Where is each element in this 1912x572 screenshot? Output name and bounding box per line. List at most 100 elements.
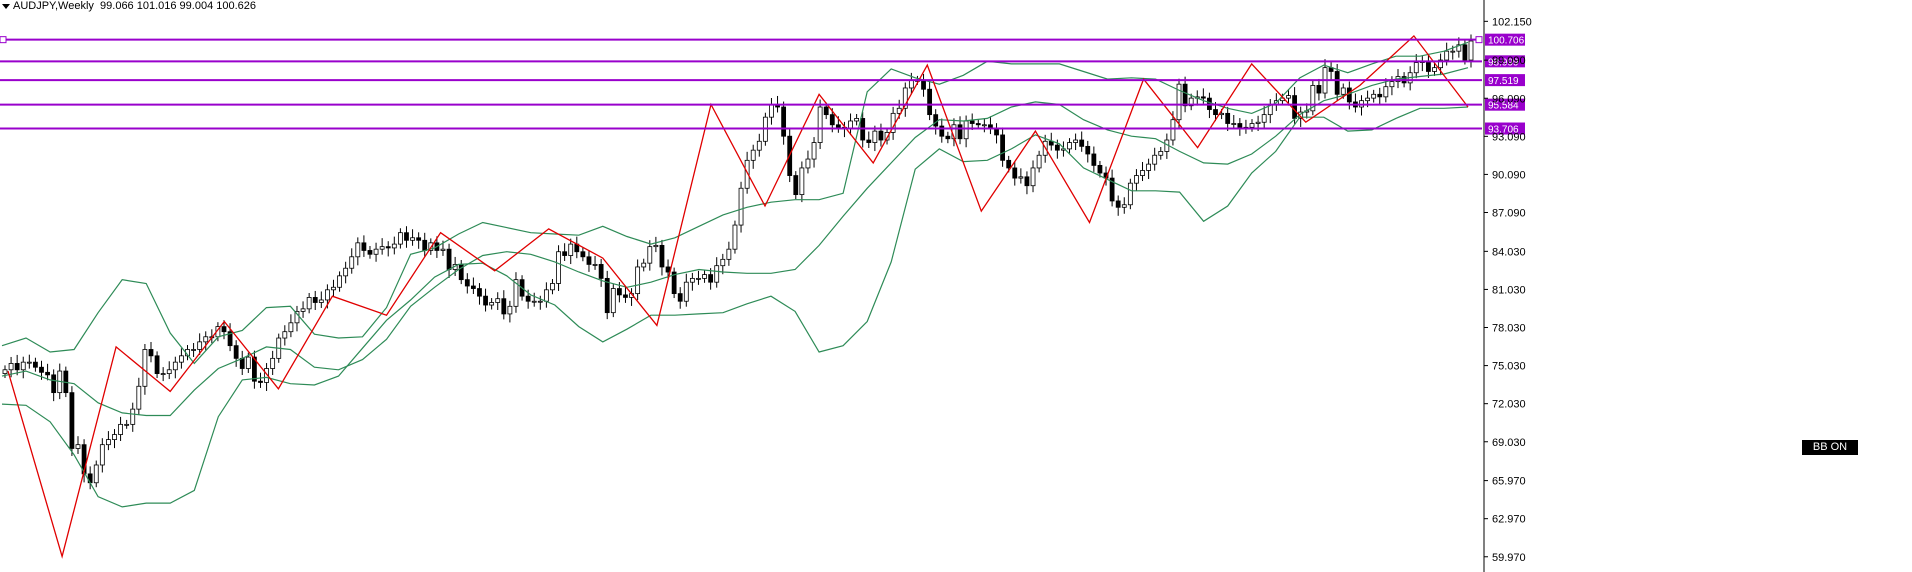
bb-status-badge[interactable]: BB ON [1802,440,1858,455]
candle-body [45,371,50,376]
candle-body [902,87,908,109]
candle-body [665,266,671,273]
level-handle[interactable] [1475,36,1483,44]
level-price-label: 95.584 [1488,101,1519,112]
candle-body [933,114,939,127]
candle-body [160,373,166,375]
candle-body [714,265,720,283]
candle-body [1000,134,1006,161]
candle-body [1377,93,1383,98]
candle-body [653,244,659,248]
candle-body [197,341,203,350]
candle-body [1468,40,1474,61]
candle-body [464,279,470,287]
bollinger-lower-band [1,106,1469,508]
candle-body [26,361,32,364]
candle-body [69,392,75,449]
candle-body [1389,81,1395,88]
candle-body [921,79,926,90]
candle-body [1286,95,1291,99]
candle-body [896,107,902,114]
level-price-tag [1485,98,1525,111]
candle-body [252,356,257,382]
candle-body [397,232,403,245]
candle-body [203,336,209,343]
level-price-tag [1485,55,1525,68]
candle-body [1024,176,1030,187]
axis-tick-label: 99.090 [1492,55,1526,67]
candle-body [288,322,294,333]
candle-body [957,124,963,140]
candle-body [136,385,142,410]
candle-body [598,264,604,279]
candle-body [592,264,598,266]
candle-body [1091,153,1097,166]
candle-body [142,349,148,387]
axis-tick-label: 84.030 [1492,246,1526,258]
candle-body [513,279,519,307]
candle-body [702,274,707,279]
candle-body [20,361,26,371]
candle-body [1365,97,1370,102]
candle-body [550,283,555,291]
candle-body [1249,123,1255,128]
candle-body [373,248,379,255]
candle-body [769,104,774,118]
candle-body [1085,145,1091,155]
candle-body [81,444,87,475]
candle-body [1316,85,1322,94]
candle-body [793,175,799,196]
candle-body [1030,167,1036,187]
candle-body [562,251,568,256]
axis-tick-label: 78.030 [1492,323,1526,335]
candle-body [805,158,811,169]
candle-body [635,266,641,295]
candle-body [616,288,622,296]
candle-body [227,331,233,347]
candle-body [1413,62,1419,74]
candle-body [1438,59,1443,69]
candle-body [981,124,987,127]
horizontal-levels[interactable]: 100.706 98.999 97.519 95.584 93.706 [0,33,1525,136]
candle-body [172,361,178,371]
level-price-label: 100.706 [1488,36,1525,47]
candle-body [33,361,38,368]
candle-body [1176,83,1182,121]
candle-body [367,250,373,255]
candle-body [1158,151,1164,156]
candle-body [1146,163,1152,171]
level-price-tag [1485,33,1525,46]
candle-body [1127,182,1133,206]
candle-body [93,464,99,484]
candle-body [799,167,805,196]
candle-body [1334,71,1340,95]
candle-body [1237,123,1243,128]
candle-body [300,308,306,312]
candle-body [829,114,835,126]
candle-body [312,297,318,303]
axis-tick-label: 75.030 [1492,361,1526,373]
candle-body [1462,44,1468,61]
candle-body [337,275,342,288]
candle-body [696,277,701,280]
level-price-label: 98.999 [1488,57,1519,68]
candle-body [1109,177,1115,202]
axis-tick-label: 93.090 [1492,131,1526,143]
candle-body [1200,96,1206,99]
candle-body [233,345,239,359]
chevron-down-icon[interactable] [2,3,10,9]
zigzag-line [7,34,1469,559]
candle-body [878,130,884,141]
level-price-tag [1485,122,1525,135]
candle-body [568,243,574,256]
candle-body [112,434,117,440]
candle-body [324,289,330,301]
candle-body [1006,159,1012,169]
candle-body [744,159,750,189]
level-handle[interactable] [0,36,7,44]
candle-body [580,251,586,258]
candle-body [732,224,738,250]
